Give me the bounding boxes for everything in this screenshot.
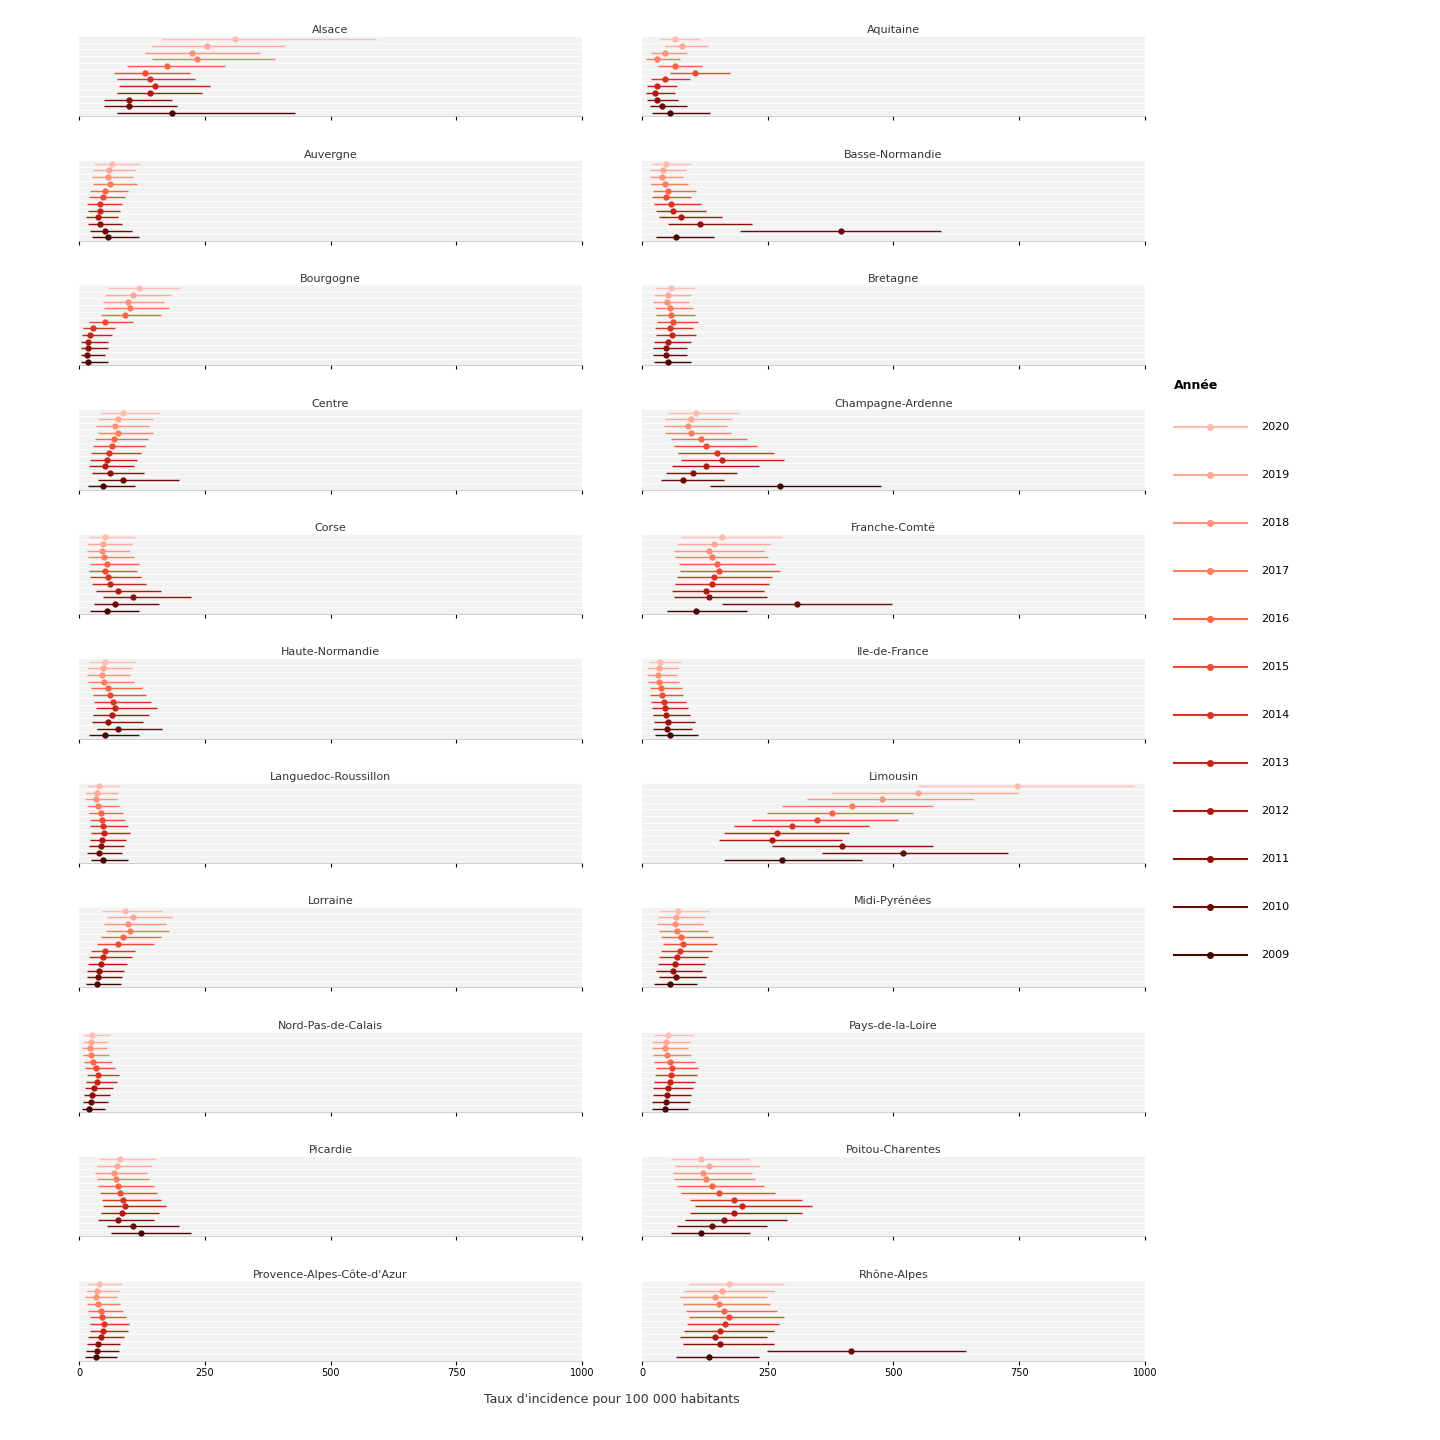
Title: Franche-Comté: Franche-Comté: [851, 523, 936, 533]
Title: Aquitaine: Aquitaine: [867, 26, 920, 35]
Title: Alsace: Alsace: [312, 26, 348, 35]
Text: Taux d'incidence pour 100 000 habitants: Taux d'incidence pour 100 000 habitants: [484, 1392, 740, 1407]
Title: Basse-Normandie: Basse-Normandie: [844, 150, 943, 160]
Text: 2010: 2010: [1261, 903, 1289, 912]
Title: Rhône-Alpes: Rhône-Alpes: [858, 1269, 929, 1280]
Title: Bretagne: Bretagne: [868, 274, 919, 284]
Text: 2019: 2019: [1261, 471, 1289, 480]
Title: Languedoc-Roussillon: Languedoc-Roussillon: [269, 772, 392, 782]
Title: Provence-Alpes-Côte-d'Azur: Provence-Alpes-Côte-d'Azur: [253, 1269, 408, 1280]
Text: 2020: 2020: [1261, 422, 1289, 432]
Text: 2013: 2013: [1261, 759, 1289, 768]
Text: 2016: 2016: [1261, 615, 1289, 624]
Title: Ile-de-France: Ile-de-France: [857, 648, 930, 658]
Title: Bourgogne: Bourgogne: [300, 274, 361, 284]
Title: Picardie: Picardie: [308, 1145, 353, 1155]
Text: 2014: 2014: [1261, 710, 1289, 720]
Title: Midi-Pyrénées: Midi-Pyrénées: [854, 896, 933, 906]
Title: Lorraine: Lorraine: [308, 896, 353, 906]
Text: 2018: 2018: [1261, 518, 1289, 528]
Text: 2017: 2017: [1261, 566, 1289, 576]
Title: Poitou-Charentes: Poitou-Charentes: [845, 1145, 942, 1155]
Title: Haute-Normandie: Haute-Normandie: [281, 648, 380, 658]
Title: Centre: Centre: [312, 399, 350, 409]
Text: 2009: 2009: [1261, 950, 1289, 960]
Text: 2012: 2012: [1261, 806, 1289, 816]
Title: Limousin: Limousin: [868, 772, 919, 782]
Text: 2015: 2015: [1261, 662, 1289, 672]
Text: 2011: 2011: [1261, 854, 1289, 864]
Title: Corse: Corse: [315, 523, 347, 533]
Title: Auvergne: Auvergne: [304, 150, 357, 160]
Title: Pays-de-la-Loire: Pays-de-la-Loire: [850, 1021, 937, 1031]
Title: Champagne-Ardenne: Champagne-Ardenne: [834, 399, 953, 409]
Title: Nord-Pas-de-Calais: Nord-Pas-de-Calais: [278, 1021, 383, 1031]
Text: Année: Année: [1174, 379, 1218, 392]
